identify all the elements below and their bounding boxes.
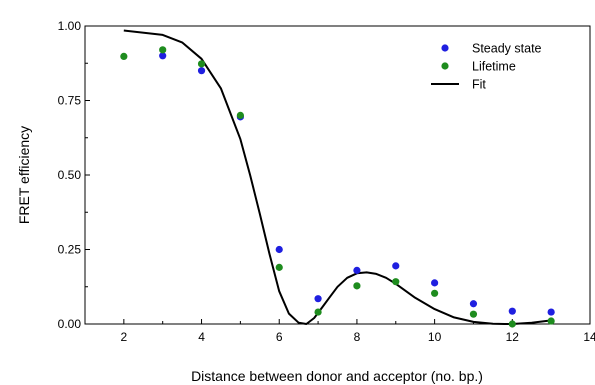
steady-state-point	[314, 295, 322, 303]
y-tick-label: 0.75	[58, 94, 82, 108]
steady-state-point	[392, 262, 400, 270]
x-tick-label: 8	[354, 330, 361, 344]
lifetime-point	[469, 310, 478, 318]
legend-lifetime-label: Lifetime	[472, 60, 516, 74]
x-tick-label: 6	[276, 330, 283, 344]
y-axis: 0.00 0.25 0.50 0.75 1.00	[58, 19, 90, 331]
plot-area	[120, 29, 555, 328]
x-tick-label: 14	[583, 330, 595, 344]
y-tick-label: 0.50	[58, 168, 82, 182]
y-tick-label: 1.00	[58, 19, 82, 33]
x-tick-label: 2	[121, 330, 128, 344]
steady-state-point	[508, 307, 516, 315]
steady-state-point	[469, 300, 478, 308]
fit-line	[123, 29, 552, 325]
steady-state-point	[159, 52, 167, 60]
lifetime-point	[392, 278, 400, 286]
lifetime-point	[275, 263, 283, 271]
legend-lifetime-marker	[441, 62, 449, 70]
legend: Steady state Lifetime Fit	[431, 42, 542, 92]
lifetime-point	[197, 60, 206, 68]
steady-state-point	[197, 67, 206, 75]
lifetime-point	[431, 289, 439, 297]
steady-state-point	[431, 279, 439, 287]
y-tick-label: 0.25	[58, 243, 82, 257]
legend-fit-label: Fit	[472, 78, 486, 92]
lifetime-point	[159, 46, 167, 54]
x-axis: 2 4 6 8 10 12 14	[84, 319, 595, 344]
steady-state-point	[547, 308, 555, 316]
lifetime-point	[236, 111, 244, 119]
lifetime-point	[120, 52, 128, 60]
legend-steady-state-label: Steady state	[472, 42, 542, 56]
lifetime-point	[314, 308, 322, 316]
legend-steady-state-marker	[441, 44, 449, 52]
lifetime-point	[353, 282, 361, 290]
y-axis-title: FRET efficiency	[16, 126, 32, 224]
lifetime-point	[508, 320, 516, 328]
lifetime-point	[547, 317, 555, 325]
x-tick-label: 4	[198, 330, 205, 344]
steady-state-point	[275, 245, 283, 254]
x-tick-label: 12	[506, 330, 520, 344]
y-tick-label: 0.00	[58, 317, 82, 331]
steady-state-point	[353, 266, 361, 274]
x-axis-title: Distance between donor and acceptor (no.…	[191, 368, 483, 384]
x-tick-label: 10	[428, 330, 442, 344]
